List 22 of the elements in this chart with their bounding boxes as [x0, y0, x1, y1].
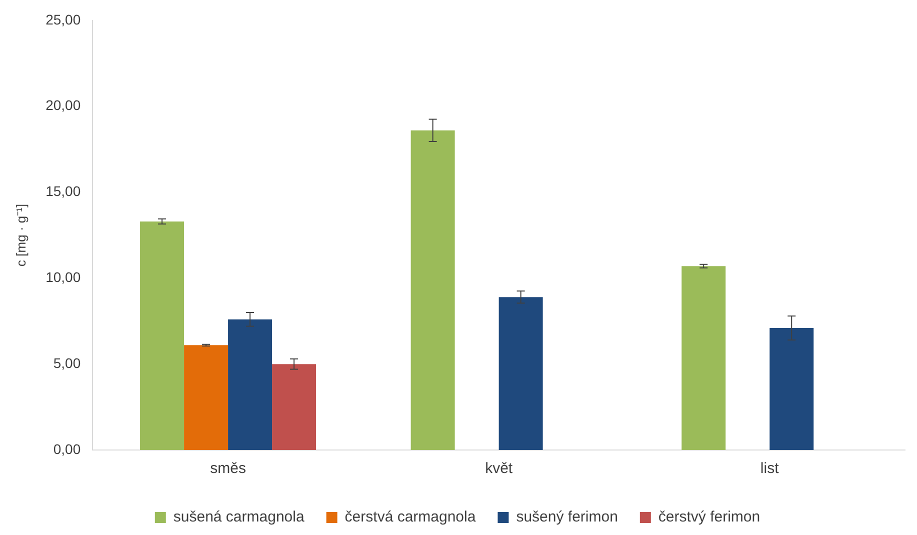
y-tick-label: 10,00	[46, 269, 81, 286]
bar	[228, 319, 272, 450]
legend-label: sušená carmagnola	[173, 508, 305, 526]
bar	[140, 221, 184, 450]
y-tick-label: 5,00	[53, 354, 81, 371]
bar	[272, 364, 316, 450]
bar	[498, 297, 543, 450]
x-tick-label: list	[760, 460, 780, 478]
x-tick-label: květ	[485, 460, 514, 478]
y-tick-label: 15,00	[46, 183, 81, 200]
bar	[184, 345, 228, 450]
y-tick-label: 25,00	[46, 11, 81, 28]
legend-label: čerstvá carmagnola	[344, 508, 476, 526]
y-tick-label: 0,00	[53, 440, 81, 457]
y-axis-title: c [mg · g⁻¹]	[13, 204, 28, 266]
bar	[682, 266, 726, 450]
legend-label: čerstvý ferimon	[658, 508, 760, 526]
x-tick-label: směs	[210, 460, 246, 478]
bar	[770, 328, 814, 450]
bar	[410, 130, 455, 450]
legend-label: sušený ferimon	[516, 508, 618, 526]
y-tick-label: 20,00	[46, 97, 81, 114]
